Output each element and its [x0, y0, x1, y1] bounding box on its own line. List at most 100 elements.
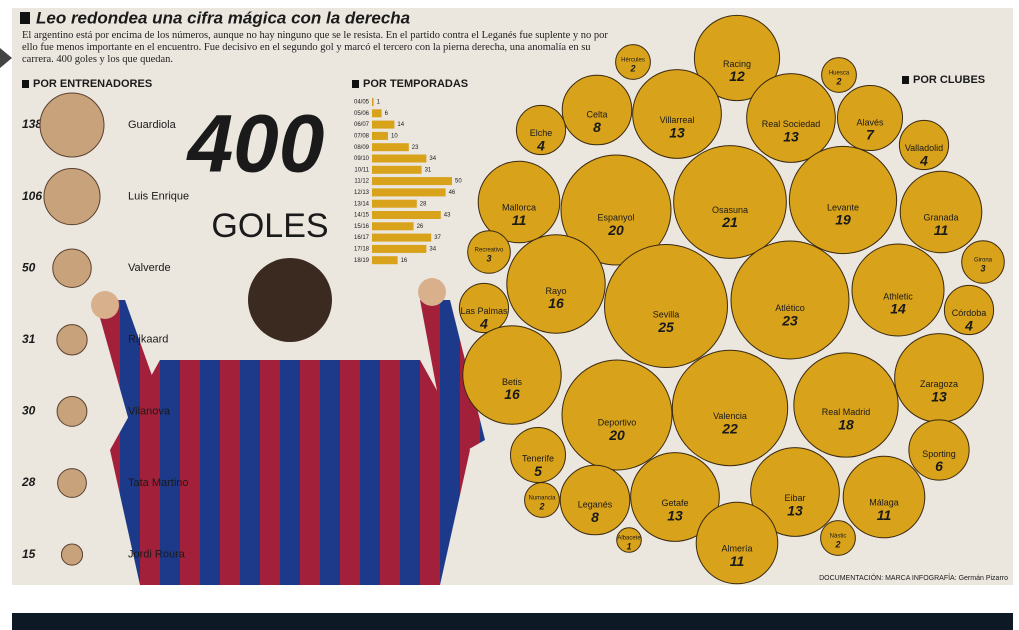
club-name: Las Palmas	[460, 306, 508, 316]
title-icon	[20, 12, 30, 24]
season-label: 10/11	[354, 167, 369, 173]
club-goals: 11	[934, 222, 949, 238]
season-label: 15/16	[354, 224, 370, 230]
club-name: Numancia	[528, 496, 556, 502]
club-name: Málaga	[869, 497, 899, 507]
bar-value: 50	[455, 179, 462, 185]
club-goals: 18	[838, 417, 854, 433]
club-bubble	[616, 527, 642, 553]
coach-photo	[57, 468, 87, 498]
arrow	[0, 48, 12, 68]
club-name: Nàstic	[830, 534, 847, 540]
club-bubble	[788, 145, 898, 255]
season-label: 11/12	[354, 179, 369, 185]
club-goals: 19	[835, 212, 851, 228]
club-goals: 20	[607, 222, 624, 238]
club-goals: 4	[919, 152, 928, 168]
club-name: Real Sociedad	[762, 119, 821, 129]
coach-goals: 138	[22, 117, 42, 131]
bar	[372, 143, 409, 152]
club-bubble	[746, 73, 836, 163]
club-name: Granada	[923, 212, 958, 222]
club-goals: 11	[730, 553, 745, 569]
club-name: Elche	[530, 128, 553, 138]
bar-value: 23	[412, 145, 419, 151]
club-bubble	[961, 240, 1005, 284]
club-goals: 8	[591, 509, 599, 525]
club-bubble	[821, 57, 857, 93]
intro: El argentino está por encima de los núme…	[22, 30, 608, 65]
bar-value: 34	[429, 156, 436, 162]
club-goals: 23	[781, 313, 798, 329]
club-goals: 6	[935, 458, 943, 474]
club-goals: 2	[629, 63, 635, 73]
club-name: Alavés	[856, 117, 884, 127]
club-name: Almería	[721, 543, 752, 553]
club-name: Atlético	[775, 303, 805, 313]
coach-photo	[43, 168, 101, 226]
bar-value: 28	[420, 201, 427, 207]
club-name: Córdoba	[952, 308, 987, 318]
club-name: Albacete	[617, 536, 641, 542]
club-goals: 13	[669, 124, 685, 140]
club-name: Valladolid	[905, 143, 943, 153]
bar-value: 16	[401, 258, 408, 264]
club-name: Deportivo	[598, 418, 637, 428]
section-icon	[902, 76, 909, 84]
club-name: Eibar	[784, 493, 805, 503]
club-name: Espanyol	[597, 213, 634, 223]
bar	[372, 211, 441, 219]
club-bubble	[615, 44, 651, 80]
club-goals: 11	[512, 212, 527, 228]
bar-value: 6	[385, 111, 389, 117]
club-goals: 2	[834, 539, 840, 549]
club-bubble	[730, 240, 850, 360]
club-bubble	[632, 69, 722, 159]
section-icon	[352, 80, 359, 88]
club-name: Athletic	[883, 291, 913, 301]
club-name: Huesca	[829, 71, 850, 77]
club-name: Tenerife	[522, 454, 554, 464]
club-bubble	[559, 464, 631, 536]
season-label: 09/10	[354, 156, 370, 162]
coach-photo	[56, 395, 88, 427]
club-goals: 14	[890, 301, 906, 317]
coach-name: Rijkaard	[128, 334, 168, 346]
club-name: Villarreal	[660, 115, 695, 125]
club-bubble	[908, 419, 970, 481]
bar	[372, 120, 395, 129]
club-bubble	[561, 359, 673, 471]
club-goals: 2	[835, 76, 841, 86]
club-bubble	[820, 520, 856, 556]
season-label: 17/18	[354, 246, 370, 252]
club-goals: 13	[931, 388, 947, 404]
club-name: Leganés	[578, 500, 613, 510]
bar	[372, 109, 382, 118]
section-title: POR TEMPORADAS	[363, 78, 468, 90]
coach-name: Luis Enrique	[128, 191, 189, 203]
club-name: Levante	[827, 202, 859, 212]
coach-goals: 50	[22, 260, 36, 274]
bar	[372, 188, 446, 197]
season-label: 06/07	[354, 122, 370, 128]
club-bubble	[604, 244, 728, 368]
coach-goals: 15	[22, 547, 36, 561]
club-goals: 13	[787, 502, 803, 518]
club-goals: 8	[593, 119, 601, 135]
club-bubble	[673, 145, 787, 259]
club-goals: 25	[657, 319, 674, 335]
bar-value: 26	[417, 224, 424, 230]
bar	[372, 256, 398, 265]
club-goals: 4	[964, 317, 973, 333]
bar-value: 1	[377, 100, 381, 106]
coach-photo	[60, 543, 84, 566]
club-name: Celta	[586, 110, 607, 120]
club-name: Rayo	[545, 286, 566, 296]
coach-goals: 30	[22, 404, 36, 418]
coach-photo	[52, 248, 92, 288]
club-goals: 3	[980, 263, 985, 273]
season-label: 18/19	[354, 258, 370, 264]
season-label: 08/09	[354, 145, 370, 151]
club-goals: 13	[667, 507, 683, 523]
bar	[372, 165, 422, 174]
